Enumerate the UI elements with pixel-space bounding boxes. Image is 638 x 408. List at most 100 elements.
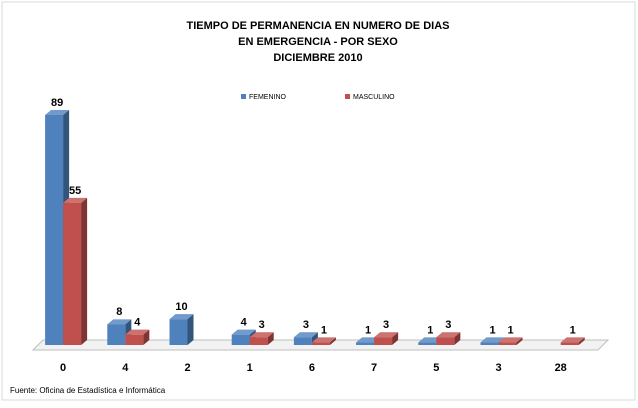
chart-title: EN EMERGENCIA - POR SEXO [238,36,398,48]
bar-face [169,319,188,345]
bar-face [311,337,336,343]
bar-face [249,332,274,338]
bar-face [436,332,461,338]
bar-face [107,319,132,325]
bar-face [231,329,256,335]
bar-face [454,332,461,345]
bar-face [143,329,150,345]
x-tick-label: 5 [433,362,439,374]
legend-label: MASCULINO [353,94,395,101]
bar-face [293,332,318,338]
x-tick-label: 7 [371,362,377,374]
x-tick-label: 3 [495,362,501,374]
bar-face [311,342,330,345]
bar-face [480,337,505,343]
data-label: 4 [134,317,141,329]
data-label: 1 [570,324,576,336]
bar-face [374,332,399,338]
data-label: 3 [445,319,451,331]
bar-face [480,342,499,345]
data-label: 1 [489,324,495,336]
bar-face [311,337,336,343]
x-tick-label: 6 [309,362,315,374]
bar-face [107,324,126,345]
data-label: 8 [116,306,122,318]
bar [374,332,399,345]
bar-face [81,197,88,345]
bar-face [498,337,523,343]
data-label: 1 [507,324,513,336]
bar-face [45,110,70,115]
bar-face [436,337,455,345]
bar-face [125,329,150,335]
bar-face [267,332,274,345]
bar-face [560,337,585,343]
bar-face [392,332,399,345]
x-tick-label: 1 [247,362,253,374]
chart-title: TIEMPO DE PERMANENCIA EN NUMERO DE DIAS [186,20,449,32]
bar-face [480,337,505,343]
bar-face [169,314,194,320]
bar-face [329,337,336,345]
bar-face [187,314,194,345]
bar [560,337,585,345]
bar-face [498,342,517,345]
x-tick-label: 0 [60,362,66,374]
bar-face [329,337,336,345]
bar-face [63,197,88,203]
bar-face [498,337,523,343]
bar-face [143,329,150,345]
bar-face [249,337,268,345]
legend-swatch [345,94,350,99]
x-tick-label: 4 [122,362,129,374]
bar-face [293,332,318,338]
bar-face [560,342,579,345]
x-tick-label: 28 [555,362,567,374]
bar-face [81,197,88,345]
bar-face [231,334,250,345]
data-label: 3 [303,319,309,331]
bar-face [63,202,82,345]
data-label: 3 [383,319,389,331]
footnote: Fuente: Oficina de Estadística e Informá… [10,386,166,395]
bar-face [392,332,399,345]
bar-face [169,314,194,320]
bar-face [231,329,256,335]
data-label: 3 [259,319,265,331]
bar-face [107,319,132,325]
bar-face [293,337,312,345]
data-label: 1 [427,324,433,336]
bar-face [45,110,70,115]
bar-face [560,337,585,343]
bar-face [374,337,393,345]
data-label: 89 [51,97,63,109]
legend-label: FEMENINO [249,94,287,101]
bar-face [267,332,274,345]
bar-face [516,337,523,345]
bar-face [249,332,274,338]
data-label: 10 [175,301,187,313]
bar-face [418,342,437,345]
bar [498,337,523,345]
bar-face [63,197,88,203]
bar [249,332,274,345]
chart-title: DICIEMBRE 2010 [273,52,362,64]
data-label: 1 [321,324,327,336]
bar-face [454,332,461,345]
data-label: 1 [365,324,371,336]
bar [169,314,194,345]
bar [311,337,336,345]
bar-face [187,314,194,345]
data-label: 4 [241,317,248,329]
bar-face [578,337,585,345]
data-label: 55 [69,185,81,197]
legend-swatch [241,94,246,99]
bar [125,329,150,345]
bar-face [45,115,64,345]
bar-face [125,334,144,345]
bar-face [374,332,399,338]
bar-face [436,332,461,338]
bar-face [125,329,150,335]
bar [436,332,461,345]
